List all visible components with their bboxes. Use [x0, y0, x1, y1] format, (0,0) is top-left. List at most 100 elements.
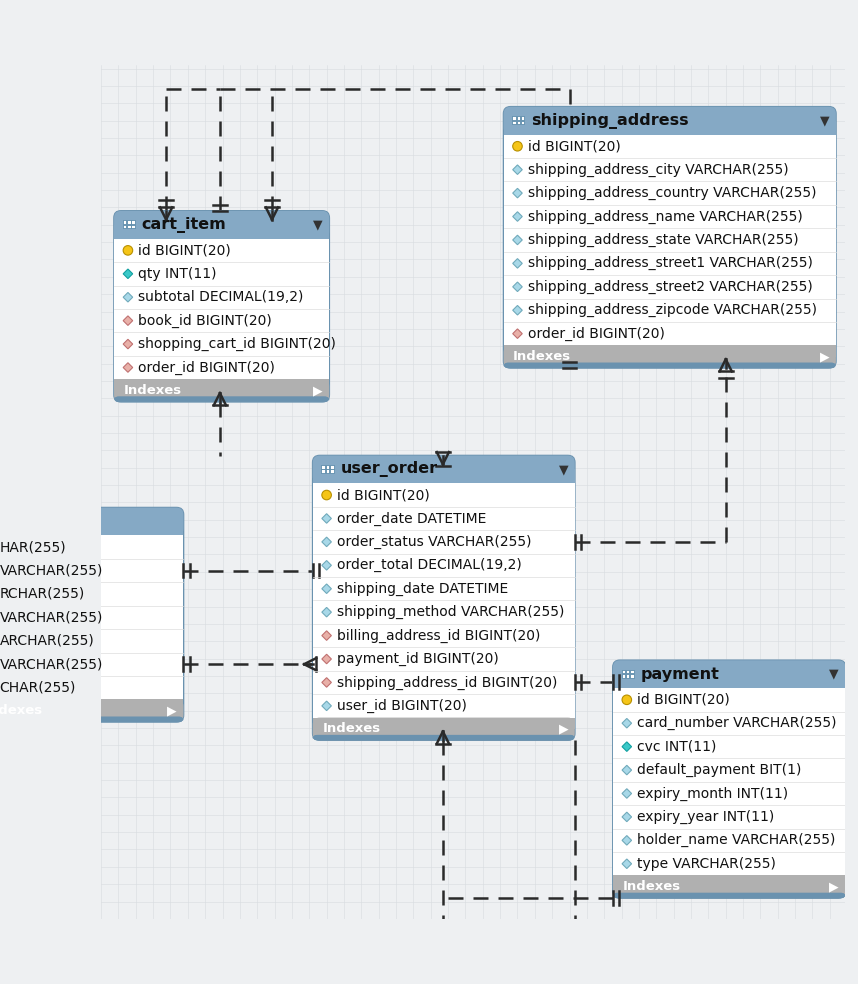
Text: shopping_cart_id BIGINT(20): shopping_cart_id BIGINT(20) [138, 337, 336, 351]
Text: ▶: ▶ [313, 384, 323, 397]
Text: qty INT(11): qty INT(11) [138, 267, 217, 280]
Text: shipping_address_country VARCHAR(255): shipping_address_country VARCHAR(255) [528, 186, 817, 200]
Polygon shape [513, 329, 523, 338]
Bar [330, 469, 334, 473]
Text: order_total DECIMAL(19,2): order_total DECIMAL(19,2) [337, 558, 522, 573]
Bar [127, 220, 130, 224]
Text: shipping_address_street2 VARCHAR(255): shipping_address_street2 VARCHAR(255) [528, 279, 813, 294]
Bar [631, 674, 634, 678]
Text: payment_id BIGINT(20): payment_id BIGINT(20) [337, 652, 498, 666]
Text: user_id BIGINT(20): user_id BIGINT(20) [337, 699, 467, 713]
Text: subtotal DECIMAL(19,2): subtotal DECIMAL(19,2) [138, 290, 304, 304]
Bar [312, 483, 575, 717]
Text: shipping_address_city VARCHAR(255): shipping_address_city VARCHAR(255) [528, 162, 789, 177]
Text: Indexes: Indexes [622, 881, 680, 893]
Polygon shape [513, 188, 523, 198]
Polygon shape [322, 678, 331, 687]
Circle shape [513, 142, 523, 151]
FancyBboxPatch shape [114, 379, 329, 401]
Text: card_number VARCHAR(255): card_number VARCHAR(255) [637, 716, 837, 730]
Text: ▶: ▶ [559, 722, 568, 735]
Polygon shape [124, 269, 133, 278]
Polygon shape [513, 282, 523, 291]
Bar [613, 674, 845, 688]
FancyBboxPatch shape [503, 106, 837, 369]
Text: book_id BIGINT(20): book_id BIGINT(20) [138, 314, 272, 328]
FancyBboxPatch shape [312, 717, 575, 740]
Text: order_date DATETIME: order_date DATETIME [337, 512, 486, 525]
Text: VARCHAR(255): VARCHAR(255) [0, 657, 103, 671]
Text: CHAR(255): CHAR(255) [0, 681, 76, 695]
Bar [613, 876, 845, 887]
Text: shipping_address_name VARCHAR(255): shipping_address_name VARCHAR(255) [528, 210, 802, 223]
Bar [123, 224, 126, 228]
Bar [114, 379, 329, 391]
Text: RCHAR(255): RCHAR(255) [0, 586, 85, 601]
Text: VARCHAR(255): VARCHAR(255) [0, 610, 103, 625]
Bar [0, 522, 184, 535]
Text: ▼: ▼ [313, 218, 323, 231]
FancyBboxPatch shape [113, 210, 330, 402]
Bar [0, 700, 184, 710]
FancyBboxPatch shape [114, 397, 329, 401]
Bar [626, 674, 630, 678]
Bar [517, 121, 520, 124]
FancyBboxPatch shape [0, 700, 184, 722]
Text: expiry_year INT(11): expiry_year INT(11) [637, 810, 775, 824]
Polygon shape [513, 212, 523, 221]
Bar [504, 345, 836, 356]
Polygon shape [322, 537, 331, 547]
Bar [504, 121, 836, 135]
Text: ARCHAR(255): ARCHAR(255) [0, 634, 94, 647]
Bar [631, 670, 634, 673]
Text: ▶: ▶ [830, 881, 839, 893]
Circle shape [124, 246, 133, 255]
Bar [322, 469, 325, 473]
FancyBboxPatch shape [504, 363, 836, 368]
FancyBboxPatch shape [613, 660, 845, 688]
Bar [521, 116, 524, 120]
Text: id BIGINT(20): id BIGINT(20) [138, 243, 231, 258]
Polygon shape [622, 812, 631, 822]
FancyBboxPatch shape [613, 876, 845, 898]
Polygon shape [622, 789, 631, 798]
Bar [326, 465, 329, 468]
FancyBboxPatch shape [0, 716, 184, 722]
Bar [330, 465, 334, 468]
Text: ▼: ▼ [819, 114, 830, 127]
Polygon shape [322, 514, 331, 523]
Text: shipping_address_zipcode VARCHAR(255): shipping_address_zipcode VARCHAR(255) [528, 303, 817, 317]
Text: HAR(255): HAR(255) [0, 540, 66, 554]
Text: shipping_address_state VARCHAR(255): shipping_address_state VARCHAR(255) [528, 233, 799, 247]
Bar [123, 220, 126, 224]
Text: payment: payment [641, 667, 720, 682]
Text: shipping_address_id BIGINT(20): shipping_address_id BIGINT(20) [337, 675, 558, 690]
Polygon shape [622, 835, 631, 845]
Bar [621, 670, 625, 673]
Text: shipping_date DATETIME: shipping_date DATETIME [337, 582, 508, 595]
Bar [312, 717, 575, 729]
Text: shipping_address_street1 VARCHAR(255): shipping_address_street1 VARCHAR(255) [528, 256, 813, 271]
Polygon shape [622, 742, 631, 752]
Polygon shape [622, 859, 631, 869]
Bar [626, 670, 630, 673]
FancyBboxPatch shape [504, 107, 836, 135]
Bar [621, 674, 625, 678]
Polygon shape [513, 305, 523, 315]
Text: shipping_method VARCHAR(255): shipping_method VARCHAR(255) [337, 605, 565, 619]
Bar [127, 224, 130, 228]
FancyBboxPatch shape [504, 345, 836, 368]
Text: expiry_month INT(11): expiry_month INT(11) [637, 786, 789, 801]
Bar [131, 224, 135, 228]
Bar [322, 465, 325, 468]
Polygon shape [622, 718, 631, 728]
Text: VARCHAR(255): VARCHAR(255) [0, 564, 103, 578]
FancyBboxPatch shape [312, 735, 575, 740]
Text: holder_name VARCHAR(255): holder_name VARCHAR(255) [637, 833, 836, 847]
Polygon shape [322, 584, 331, 593]
Polygon shape [322, 607, 331, 617]
Circle shape [322, 490, 331, 500]
Bar [326, 469, 329, 473]
Text: Indexes: Indexes [323, 722, 380, 735]
Text: Indexes: Indexes [0, 705, 43, 717]
